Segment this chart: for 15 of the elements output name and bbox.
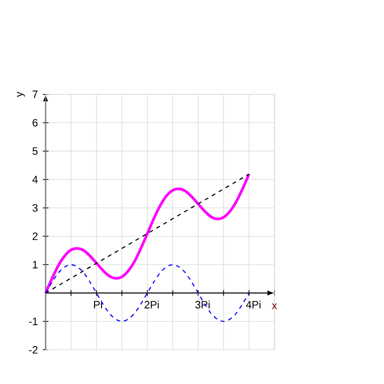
x-tick-label: 3Pi xyxy=(195,300,210,308)
x-tick-label: 4Pi xyxy=(246,300,260,308)
y-tick-label: -2 xyxy=(29,346,38,354)
x-tick-label: Pi xyxy=(94,300,102,308)
x-axis-title: x xyxy=(272,303,278,310)
y-tick-label: 5 xyxy=(32,147,38,155)
y-tick-label: -1 xyxy=(29,318,38,326)
y-tick-label: 3 xyxy=(32,204,38,212)
y-tick-label: 4 xyxy=(32,176,38,184)
y-axis-title: y xyxy=(17,92,25,98)
y-tick-label: 2 xyxy=(32,232,38,240)
y-tick-label: 1 xyxy=(32,260,38,268)
y-tick-label: 7 xyxy=(32,90,38,98)
x-tick-label: 2Pi xyxy=(144,300,159,308)
y-tick-label: 6 xyxy=(32,118,38,127)
